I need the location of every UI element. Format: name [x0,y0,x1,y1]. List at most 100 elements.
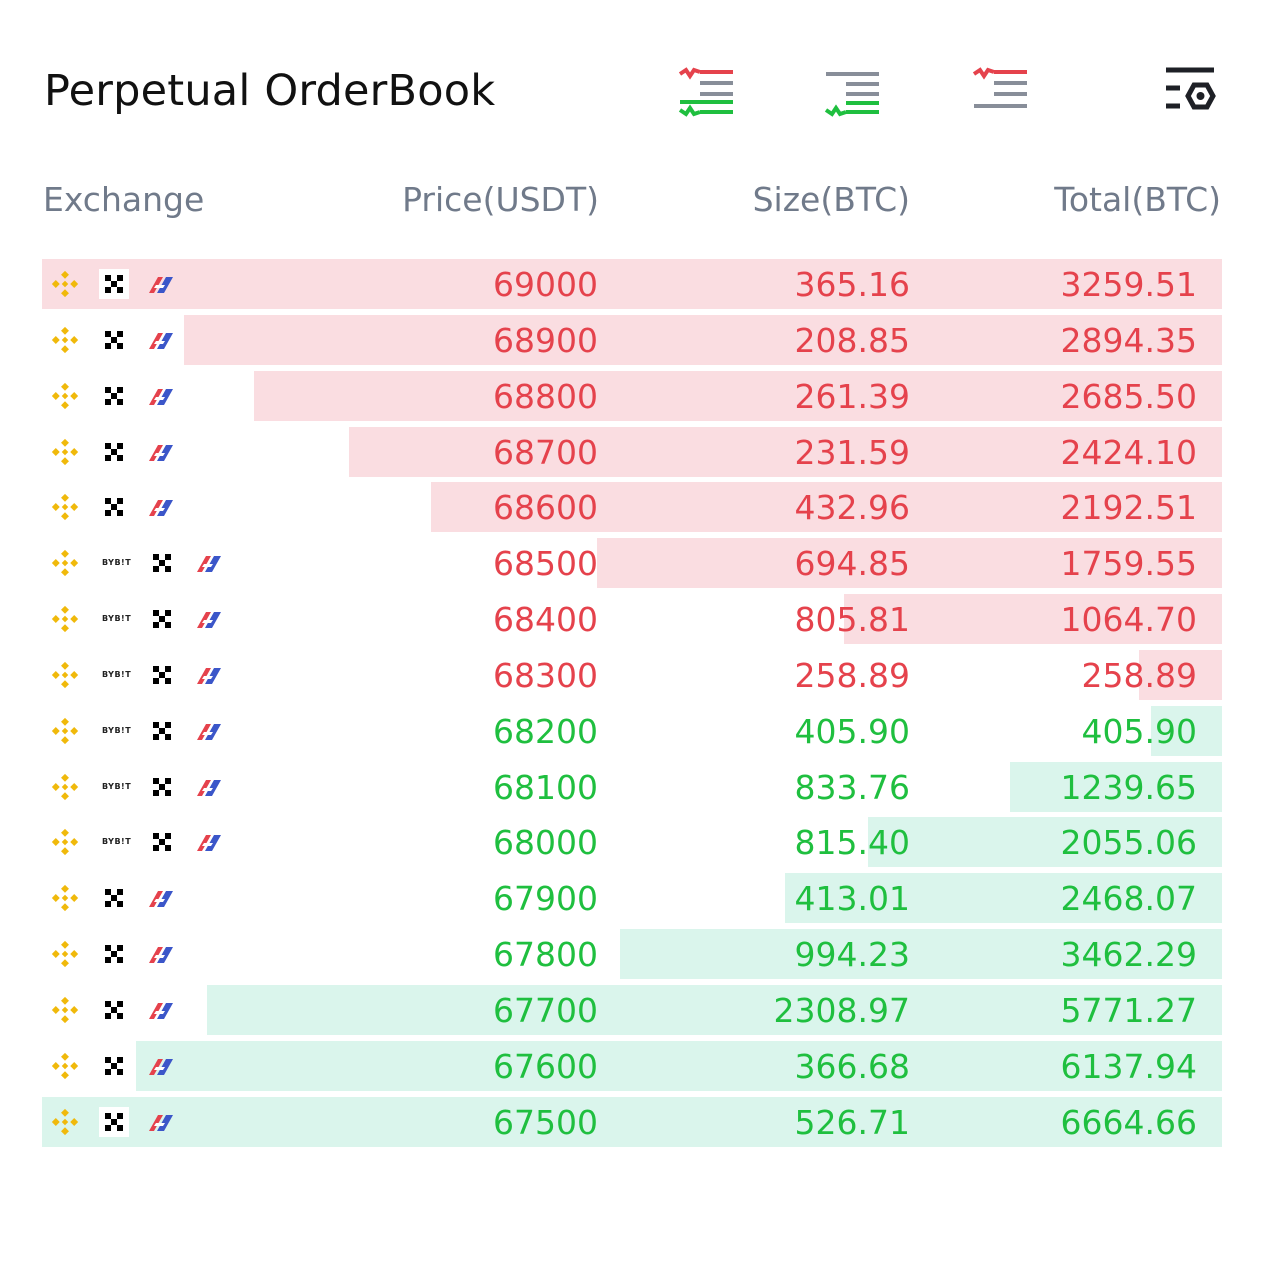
page-title: Perpetual OrderBook [44,66,496,116]
orderbook-settings-button[interactable] [1162,62,1222,122]
binance-icon [50,604,80,634]
price-cell: 68000 [493,823,598,863]
size-cell: 365.16 [794,265,910,304]
binance-icon [50,827,80,857]
ask-row[interactable]: 68900 208.85 2894.35 [42,314,1222,365]
bitget-icon [146,883,176,913]
column-header-exchange: Exchange [43,180,205,219]
ask-row[interactable]: 68800 261.39 2685.50 [42,370,1222,421]
bybit-icon: BYB!T [102,781,132,791]
binance-icon [50,1107,80,1137]
bid-row[interactable]: BYB!T 68200 405.90 405.90 [42,705,1222,756]
binance-icon [50,883,80,913]
total-cell: 3462.29 [1060,935,1197,975]
orderbook-both-button[interactable] [676,62,736,122]
okx-icon [99,939,129,970]
depth-bar [1009,761,1222,812]
depth-bar [42,1096,1222,1147]
bitget-icon [146,381,176,411]
bitget-icon [146,1051,176,1081]
price-cell: 68700 [493,432,598,472]
bid-row[interactable]: 67500 526.71 6664.66 [42,1096,1222,1147]
bitget-icon [194,548,224,578]
size-cell: 413.01 [794,879,910,919]
orderbook-bids-icon [824,72,879,117]
bid-row[interactable]: BYB!T 68000 815.40 2055.06 [42,817,1222,868]
ask-row[interactable]: BYB!T 68300 258.89 258.89 [42,649,1222,700]
binance-icon [50,772,80,802]
bid-row[interactable]: 67600 366.68 6137.94 [42,1040,1222,1091]
total-cell: 258.89 [1081,655,1197,695]
bid-row[interactable]: 67700 2308.97 5771.27 [42,984,1222,1035]
total-cell: 2468.07 [1060,879,1197,919]
bitget-icon [146,325,176,355]
depth-bar [868,817,1222,868]
okx-icon [99,436,129,467]
depth-bar [1151,705,1222,756]
column-header-total: Total(BTC) [1054,180,1221,219]
bitget-icon [194,716,224,746]
bid-row[interactable]: 67800 994.23 3462.29 [42,929,1222,980]
column-header-size: Size(BTC) [752,180,910,219]
price-cell: 68600 [493,488,598,528]
total-cell: 3259.51 [1060,265,1197,304]
size-cell: 526.71 [794,1102,910,1142]
okx-icon [147,604,177,635]
orderbook-settings-icon [1166,67,1216,110]
price-cell: 67800 [493,935,598,975]
size-cell: 805.81 [794,600,910,640]
bid-row[interactable]: 67900 413.01 2468.07 [42,873,1222,924]
total-cell: 1064.70 [1060,600,1197,640]
bitget-icon [146,492,176,522]
price-cell: 67600 [493,1046,598,1086]
bitget-icon [194,772,224,802]
ask-row[interactable]: BYB!T 68500 694.85 1759.55 [42,538,1222,589]
total-cell: 1759.55 [1060,544,1197,584]
bybit-icon: BYB!T [102,725,132,735]
price-cell: 68300 [493,655,598,695]
bid-row[interactable]: BYB!T 68100 833.76 1239.65 [42,761,1222,812]
size-cell: 208.85 [794,320,910,360]
total-cell: 6137.94 [1060,1046,1197,1086]
depth-bar [844,594,1222,645]
ask-row[interactable]: 69000 365.16 3259.51 [42,259,1222,309]
depth-bar [207,984,1222,1035]
depth-bar [620,929,1222,980]
price-cell: 67500 [493,1102,598,1142]
orderbook-rows: 69000 365.16 3259.51 68900 208.85 2894.35 6880… [42,259,1222,1153]
okx-icon [99,1050,129,1081]
binance-icon [50,492,80,522]
binance-icon [50,437,80,467]
size-cell: 366.68 [794,1046,910,1086]
orderbook-bids-button[interactable] [822,62,882,122]
ask-row[interactable]: 68700 231.59 2424.10 [42,426,1222,477]
size-cell: 405.90 [794,711,910,751]
ask-row[interactable]: 68600 432.96 2192.51 [42,482,1222,533]
binance-icon [50,325,80,355]
orderbook-asks-button[interactable] [970,62,1030,122]
bitget-icon [146,269,176,299]
depth-bar [42,259,1222,309]
depth-bar [136,1040,1222,1091]
price-cell: 68200 [493,711,598,751]
okx-icon [99,492,129,523]
total-cell: 2055.06 [1060,823,1197,863]
okx-icon [147,827,177,858]
total-cell: 2192.51 [1060,488,1197,528]
okx-icon [147,771,177,802]
okx-icon [147,715,177,746]
ask-row[interactable]: BYB!T 68400 805.81 1064.70 [42,594,1222,645]
total-cell: 6664.66 [1060,1102,1197,1142]
okx-icon [99,1106,129,1137]
total-cell: 405.90 [1081,711,1197,751]
orderbook-both-icon [678,67,733,117]
bitget-icon [194,660,224,690]
binance-icon [50,716,80,746]
bitget-icon [146,939,176,969]
bitget-icon [146,1107,176,1137]
depth-bar [1139,649,1222,700]
price-cell: 68900 [493,320,598,360]
binance-icon [50,269,80,299]
bybit-icon: BYB!T [102,558,132,568]
total-cell: 2685.50 [1060,376,1197,416]
